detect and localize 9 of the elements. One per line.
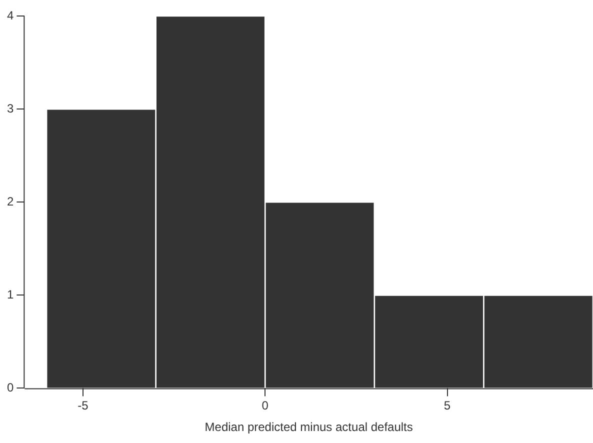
y-tick-label: 1 (6, 287, 14, 302)
y-tick-label: 4 (6, 8, 14, 22)
y-tick-label: 3 (6, 101, 14, 116)
x-tick-label: 0 (262, 398, 269, 413)
y-tick-label: 0 (6, 380, 14, 395)
x-tick-label: 5 (444, 398, 451, 413)
y-tick-label: 2 (6, 194, 14, 208)
x-axis-title: Median predicted minus actual defaults (204, 420, 413, 434)
x-tick-label: -5 (78, 398, 89, 413)
